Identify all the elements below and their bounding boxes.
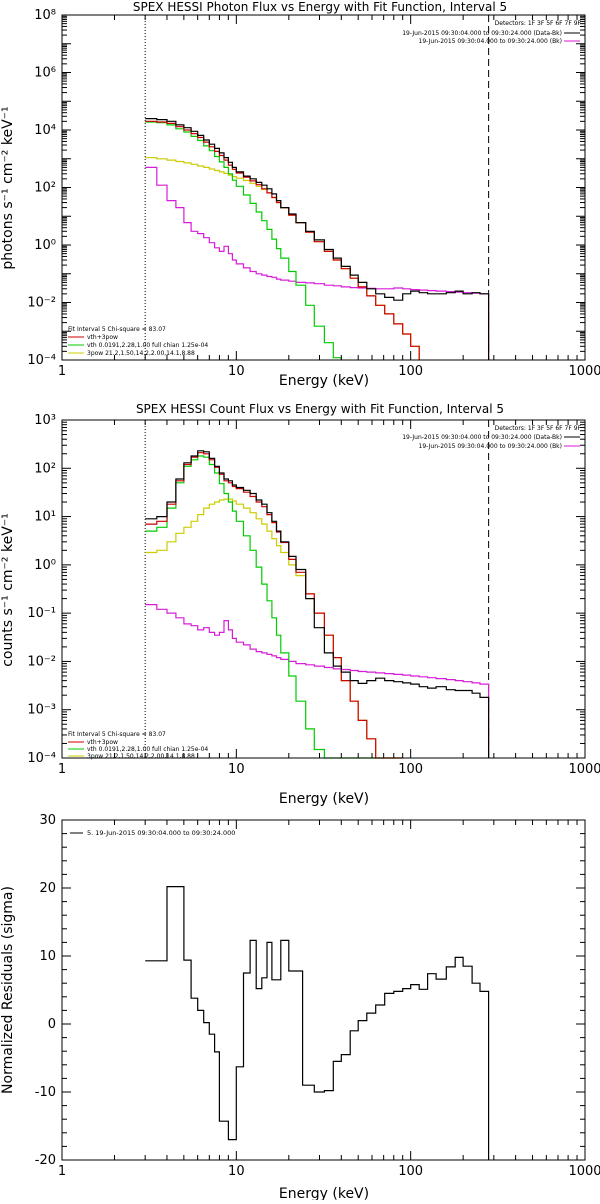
legend-data-bk: 19-Jun-2015 09:30:04.000 to 09:30:24.000… [402,434,562,441]
fit-entry-vth: vth 0.0191,2.28,1.00 full chian 1.25e-04 [87,342,208,349]
legend-entry: 5. 19-Jun-2015 09:30:04.000 to 09:30:24.… [87,829,235,837]
x-tick-label: 100 [398,1164,423,1179]
x-tick-label: 1000 [568,762,600,777]
legend-data-bk: 19-Jun-2015 09:30:04.000 to 09:30:24.000… [402,30,562,37]
y-tick-label: 10⁰ [34,238,56,253]
y-tick-label: -10 [35,1085,56,1100]
x-axis-label: Energy (keV) [279,373,369,389]
series-vth-3pow [145,120,420,360]
legend-bk: 19-Jun-2015 09:30:04.000 to 09:30:24.000… [419,38,562,45]
legend-fit: Fit Interval 5 Chi-square = 83.07 vth+3p… [68,731,208,760]
x-tick-label: 1 [58,364,66,379]
legend-top: Detectors: 1F 3F 5F 6F 7F 9F 19-Jun-2015… [402,20,581,45]
y-tick-label: 10⁴ [34,123,56,138]
fit-entry-vth: vth 0.0191,2.28,1.00 full chian 1.25e-04 [87,746,208,753]
x-tick-label: 10 [228,1164,245,1179]
photon-flux-panel: SPEX HESSI Photon Flux vs Energy with Fi… [0,0,600,389]
chart-title: SPEX HESSI Count Flux vs Energy with Fit… [136,402,504,416]
y-tick-label: 10⁸ [34,8,56,23]
plot-frame [61,419,586,759]
x-axis-label: Energy (keV) [279,1186,369,1200]
fit-entry-3pow: 3pow 21.2,1.50,14.2,2.00,14.1,8.88 [87,350,195,357]
y-tick-label: 10⁻⁴ [27,751,56,766]
series-vth [145,121,342,360]
y-tick-label: 10⁻¹ [27,606,56,621]
x-tick-label: 100 [398,364,423,379]
y-tick-label: 30 [39,813,56,828]
legend-fit: Fit Interval 5 Chi-square = 83.07 vth+3p… [68,326,208,357]
y-tick-label: 10 [39,949,56,964]
y-tick-label: 10⁶ [34,66,56,81]
x-tick-label: 1 [58,1164,66,1179]
fit-entry-total: vth+3pow [87,739,118,746]
y-axis-label: photons s⁻¹ cm⁻² keV⁻¹ [0,106,16,269]
fit-entry-3pow: 3pow 21.2,1.50,14.2,2.00,14.1,8.88 [87,753,195,760]
y-tick-label: 10⁻³ [27,703,56,718]
y-tick-label: 0 [48,1017,56,1032]
y-tick-label: 10⁻⁴ [27,353,56,368]
y-axis-label: Normalized Residuals (sigma) [0,886,16,1094]
x-tick-label: 100 [398,762,423,777]
legend: 5. 19-Jun-2015 09:30:04.000 to 09:30:24.… [70,829,235,837]
y-tick-label: -20 [35,1153,56,1168]
x-tick-label: 10 [228,762,245,777]
y-tick-label: 10³ [34,413,56,428]
fit-header: Fit Interval 5 Chi-square = 83.07 [68,731,166,738]
y-tick-label: 10¹ [34,510,56,525]
y-axis-label: counts s⁻¹ cm⁻² keV⁻¹ [0,513,16,667]
y-tick-label: 10² [34,181,56,196]
x-tick-label: 1000 [568,364,600,379]
series-data-bk [145,118,490,360]
series-bk [145,166,490,360]
x-axis-label: Energy (keV) [279,791,369,807]
residuals-panel: -20 -10 0 10 20 30 1 10 100 1000 Energy (keV) No… [0,813,600,1202]
legend-detectors: Detectors: 1F 3F 5F 6F 7F 9F [495,425,582,432]
y-tick-label: 10⁰ [34,558,56,573]
count-flux-panel: SPEX HESSI Count Flux vs Energy with Fit… [0,402,600,807]
y-tick-label: 20 [39,881,56,896]
x-tick-label: 1 [58,762,66,777]
legend-top: Detectors: 1F 3F 5F 6F 7F 9F 19-Jun-2015… [402,425,581,450]
fit-header: Fit Interval 5 Chi-square = 83.07 [68,326,166,333]
series-data-bk [145,450,490,758]
chart-title: SPEX HESSI Photon Flux vs Energy with Fi… [133,0,507,14]
y-tick-label: 10⁻² [27,654,56,669]
y-tick-label: 10² [34,461,56,476]
legend-detectors: Detectors: 1F 3F 5F 6F 7F 9F [495,20,582,27]
series-5-19-jun-2015-09-30-04-000-to-09-30-24-000 [145,886,490,1160]
plot-frame [61,819,586,1161]
y-tick-label: 10⁻² [27,296,56,311]
fit-entry-total: vth+3pow [87,334,118,341]
legend-bk: 19-Jun-2015 09:30:04.000 to 09:30:24.000… [419,443,562,450]
x-tick-label: 1000 [568,1164,600,1179]
x-tick-label: 10 [228,364,245,379]
